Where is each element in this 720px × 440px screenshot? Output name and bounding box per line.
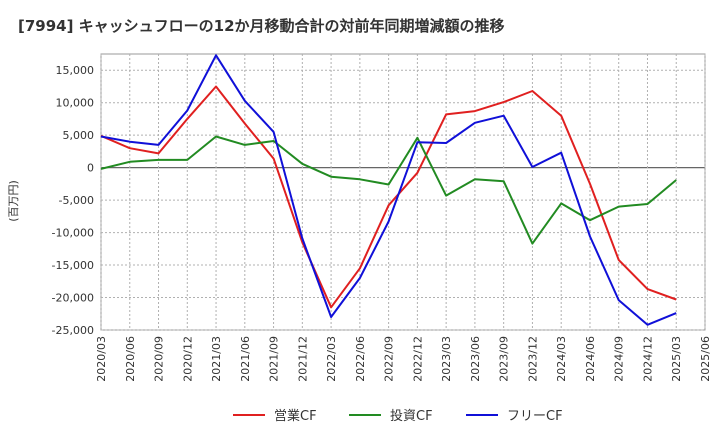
y-tick-label: -25,000 xyxy=(52,324,94,337)
series-lines xyxy=(100,54,677,326)
y-tick-label: -10,000 xyxy=(52,227,94,240)
legend: 営業CF 投資CF フリーCF xyxy=(233,408,563,424)
y-tick-label: -20,000 xyxy=(52,292,94,305)
x-tick-label: 2021/09 xyxy=(268,336,281,382)
y-tick-label: 0 xyxy=(87,162,94,175)
x-tick-label: 2020/12 xyxy=(181,336,194,382)
x-tick-label: 2023/03 xyxy=(440,336,453,382)
x-tick-label: 2021/12 xyxy=(296,336,309,382)
y-tick-label: 10,000 xyxy=(56,97,95,110)
legend-label: 投資CF xyxy=(390,408,433,424)
chart-title: [7994] キャッシュフローの12か月移動合計の対前年同期増減額の推移 xyxy=(18,17,505,35)
y-tick-label: -5,000 xyxy=(59,194,94,207)
plot-area xyxy=(100,53,706,331)
series-line xyxy=(100,54,677,326)
x-tick-label: 2022/03 xyxy=(325,336,338,382)
x-tick-label: 2025/06 xyxy=(699,336,712,382)
legend-label: フリーCF xyxy=(507,409,563,424)
series-line xyxy=(100,135,677,245)
x-tick-label: 2024/03 xyxy=(555,336,568,382)
x-tick-label: 2023/06 xyxy=(469,336,482,382)
y-tick-labels: 15,000 10,000 5,000 0 -5,000 -10,000 -15,000 -2… xyxy=(52,64,94,337)
y-tick-label: 5,000 xyxy=(63,129,95,142)
y-axis-label: (百万円) xyxy=(7,180,20,222)
x-tick-label: 2025/03 xyxy=(670,336,683,382)
x-tick-label: 2024/12 xyxy=(641,336,654,382)
y-tick-label: -15,000 xyxy=(52,259,94,272)
series-line xyxy=(100,85,677,309)
x-tick-labels: 2020/03 2020/06 2020/09 2020/12 2021/03 2021/… xyxy=(95,336,712,382)
legend-label: 営業CF xyxy=(274,408,317,424)
x-tick-label: 2023/09 xyxy=(498,336,511,382)
x-tick-label: 2024/06 xyxy=(584,336,597,382)
x-tick-label: 2021/03 xyxy=(210,336,223,382)
x-tick-label: 2022/12 xyxy=(411,336,424,382)
x-tick-label: 2020/06 xyxy=(124,336,137,382)
x-tick-label: 2021/06 xyxy=(239,336,252,382)
x-tick-label: 2024/09 xyxy=(613,336,626,382)
y-tick-label: 15,000 xyxy=(56,64,95,77)
x-tick-label: 2022/09 xyxy=(383,336,396,382)
x-tick-label: 2020/09 xyxy=(153,336,166,382)
x-tick-label: 2022/06 xyxy=(354,336,367,382)
x-tick-label: 2023/12 xyxy=(526,336,539,382)
x-tick-label: 2020/03 xyxy=(95,336,108,382)
